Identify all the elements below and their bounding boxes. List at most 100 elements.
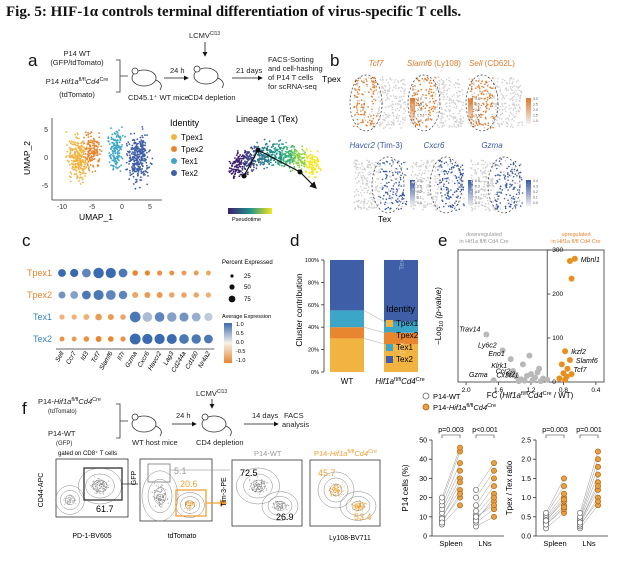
umap-point <box>137 173 139 176</box>
feature-point <box>517 104 520 106</box>
feature-gate-outline <box>429 156 463 214</box>
umap-point <box>151 157 154 160</box>
feature-point <box>379 171 382 173</box>
feature-point <box>421 180 424 182</box>
lineage-point <box>235 154 238 157</box>
feature-point <box>431 94 434 97</box>
feature-point <box>484 169 487 172</box>
feature-point <box>477 80 480 82</box>
feature-point <box>457 169 460 172</box>
time1-label: 24 h <box>170 66 185 75</box>
umap-point <box>76 177 78 180</box>
feature-point <box>456 83 458 85</box>
dotplot-dot <box>166 334 177 344</box>
umap-point <box>144 142 147 144</box>
feature-point <box>366 159 369 162</box>
lineage-point <box>298 166 301 169</box>
flow-event <box>64 503 66 505</box>
lineage-point <box>308 161 310 164</box>
feature-point <box>425 166 427 169</box>
feature-point <box>372 91 374 93</box>
feature-point <box>383 184 386 187</box>
feature-point <box>513 201 515 204</box>
flow-event <box>350 500 351 502</box>
umap-point <box>88 169 90 171</box>
feature-point <box>485 177 488 179</box>
e-point-down <box>529 377 536 384</box>
feature-point <box>442 116 444 119</box>
feature-point <box>491 95 494 97</box>
feature-point <box>354 163 357 165</box>
umap-point <box>93 142 95 145</box>
umap-point <box>80 154 82 157</box>
umap-point <box>96 150 98 152</box>
feature-point <box>448 110 451 113</box>
feature-point <box>476 116 479 119</box>
feature-point <box>429 88 431 90</box>
umap-point <box>77 167 80 170</box>
feature-point <box>365 187 367 189</box>
umap-point <box>130 148 133 151</box>
flow-event <box>334 491 336 493</box>
feature-point <box>481 205 484 207</box>
feature-point <box>427 119 429 121</box>
feature-scale-tick: 0.0 <box>475 201 480 205</box>
umap-point <box>86 158 89 161</box>
feature-point <box>505 88 507 90</box>
e-point-label: Klrk1 <box>491 363 507 370</box>
feature-point <box>440 108 443 111</box>
feature-point <box>392 161 394 163</box>
e-point-up <box>562 348 569 355</box>
paired-point-ko <box>561 490 567 497</box>
feature-point <box>443 188 445 190</box>
feature-point <box>471 86 473 88</box>
paired-link <box>475 516 495 527</box>
flow-event <box>163 498 165 500</box>
flow-contour <box>85 473 115 499</box>
paired-point-ko <box>491 483 497 490</box>
feature-point <box>509 85 512 88</box>
flow-contour <box>323 477 349 503</box>
feature-point <box>395 199 397 202</box>
feature-point <box>419 83 422 86</box>
feature-point <box>413 196 416 199</box>
feature-point <box>355 89 358 91</box>
feature-point <box>489 93 491 95</box>
dotplot-dot <box>105 290 116 300</box>
paired-link <box>441 482 461 519</box>
feature-point <box>462 104 464 106</box>
flow-event <box>163 497 165 499</box>
feature-point <box>515 104 518 106</box>
umap-y-label: UMAP_2 <box>22 141 32 175</box>
flow-contour <box>267 496 293 516</box>
flow-plot-3 <box>231 459 303 527</box>
feature-point <box>491 167 494 169</box>
feature-point <box>388 170 391 173</box>
umap-xtick: -10 <box>57 204 67 211</box>
lineage-point <box>238 171 241 174</box>
flow-event <box>161 489 163 491</box>
lineage-point <box>246 161 248 164</box>
umap-point <box>79 176 82 179</box>
feature-point <box>453 125 456 128</box>
feature-point <box>488 210 491 212</box>
feature-point <box>430 91 433 94</box>
feature-point <box>511 172 514 175</box>
flow-event <box>261 482 263 484</box>
feature-point <box>443 96 446 98</box>
lineage-point <box>264 154 266 157</box>
paired-link <box>579 501 599 525</box>
lineage-point <box>270 151 273 154</box>
feature-point <box>424 77 426 80</box>
umap-point <box>133 153 136 155</box>
feature-point <box>439 159 442 161</box>
panel-label-e: e <box>438 231 447 250</box>
lineage-point <box>289 150 292 153</box>
feature-point <box>500 113 502 116</box>
feature-point <box>366 202 369 205</box>
feature-point <box>499 174 501 177</box>
lineage-point <box>230 172 233 175</box>
feature-point <box>491 120 494 122</box>
flow-event <box>253 487 255 489</box>
